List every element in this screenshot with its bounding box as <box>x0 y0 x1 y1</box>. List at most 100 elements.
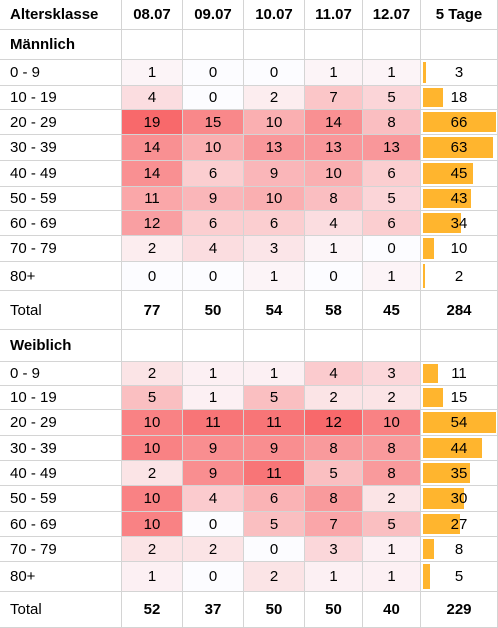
total-value: 58 <box>305 291 363 329</box>
empty-cell <box>122 330 183 361</box>
case-count-cell: 6 <box>183 161 244 186</box>
case-count-cell: 11 <box>244 461 305 485</box>
case-count-cell: 7 <box>305 512 363 536</box>
five-day-sum-value: 66 <box>450 113 468 131</box>
empty-cell <box>363 30 421 59</box>
case-count-cell: 2 <box>183 537 244 561</box>
case-count-cell: 13 <box>363 135 421 160</box>
case-count-cell: 9 <box>183 187 244 210</box>
table-row: 70 - 79 2 2 0 3 1 8 <box>0 537 498 562</box>
five-day-sum-cell: 34 <box>421 211 498 235</box>
case-count-cell: 11 <box>122 187 183 210</box>
sum-data-bar <box>423 514 460 534</box>
case-count-cell: 0 <box>183 262 244 290</box>
empty-cell <box>183 330 244 361</box>
table-row: 80+ 0 0 1 0 1 2 <box>0 262 498 291</box>
age-group-label: 70 - 79 <box>0 236 122 261</box>
sum-data-bar <box>423 264 426 288</box>
case-count-cell: 10 <box>305 161 363 186</box>
case-count-cell: 2 <box>363 386 421 409</box>
case-count-cell: 3 <box>244 236 305 261</box>
case-count-cell: 4 <box>122 86 183 109</box>
case-count-cell: 5 <box>363 187 421 210</box>
section-title: Weiblich <box>0 330 122 361</box>
total-value: 54 <box>244 291 305 329</box>
case-count-cell: 5 <box>244 512 305 536</box>
five-day-sum-value: 45 <box>450 165 468 182</box>
age-group-label: 10 - 19 <box>0 386 122 409</box>
table-row: 30 - 39 14 10 13 13 13 63 <box>0 135 498 161</box>
case-count-cell: 2 <box>244 86 305 109</box>
section-title-row: Weiblich <box>0 330 498 362</box>
case-count-cell: 1 <box>122 562 183 591</box>
sum-data-bar <box>423 137 493 158</box>
case-count-cell: 10 <box>122 486 183 511</box>
five-day-sum-cell: 43 <box>421 187 498 210</box>
header-row: Altersklasse 08.07 09.07 10.07 11.07 12.07 5 T… <box>0 0 498 30</box>
case-count-cell: 13 <box>244 135 305 160</box>
case-count-cell: 1 <box>305 236 363 261</box>
case-count-cell: 0 <box>122 262 183 290</box>
case-count-cell: 1 <box>244 362 305 385</box>
case-count-cell: 2 <box>244 562 305 591</box>
sum-data-bar <box>423 163 473 184</box>
header-date: 09.07 <box>183 0 244 29</box>
five-day-sum-cell: 66 <box>421 110 498 134</box>
five-day-sum-value: 2 <box>454 267 464 285</box>
five-day-sum-cell: 45 <box>421 161 498 186</box>
empty-cell <box>244 30 305 59</box>
age-group-label: 30 - 39 <box>0 135 122 160</box>
case-count-cell: 5 <box>122 386 183 409</box>
five-day-sum-cell: 44 <box>421 436 498 460</box>
five-day-sum-value: 63 <box>450 139 468 156</box>
five-day-sum-value: 30 <box>450 490 468 507</box>
case-count-cell: 6 <box>363 211 421 235</box>
case-count-cell: 0 <box>183 562 244 591</box>
header-age-class: Altersklasse <box>0 0 122 29</box>
age-group-label: 30 - 39 <box>0 436 122 460</box>
table-row: 0 - 9 2 1 1 4 3 11 <box>0 362 498 386</box>
case-count-cell: 0 <box>244 537 305 561</box>
age-group-label: 50 - 59 <box>0 486 122 511</box>
total-value: 77 <box>122 291 183 329</box>
table-row: 10 - 19 4 0 2 7 5 18 <box>0 86 498 110</box>
five-day-sum-value: 43 <box>450 190 468 207</box>
five-day-sum-value: 35 <box>450 464 468 482</box>
total-label: Total <box>0 592 122 627</box>
table-row: 50 - 59 10 4 6 8 2 30 <box>0 486 498 512</box>
table-row: 70 - 79 2 4 3 1 0 10 <box>0 236 498 262</box>
table-row: 30 - 39 10 9 9 8 8 44 <box>0 436 498 461</box>
case-count-cell: 4 <box>183 236 244 261</box>
header-date: 11.07 <box>305 0 363 29</box>
sum-data-bar <box>423 539 434 559</box>
case-count-cell: 6 <box>363 161 421 186</box>
sum-data-bar <box>423 364 438 383</box>
five-day-sum-cell: 18 <box>421 86 498 109</box>
sum-data-bar <box>423 88 443 107</box>
table-row: 20 - 29 19 15 10 14 8 66 <box>0 110 498 135</box>
case-count-cell: 12 <box>305 410 363 435</box>
case-count-cell: 10 <box>244 110 305 134</box>
total-value: 45 <box>363 291 421 329</box>
case-count-cell: 3 <box>305 537 363 561</box>
table-row: 60 - 69 12 6 6 4 6 34 <box>0 211 498 236</box>
age-group-label: 20 - 29 <box>0 110 122 134</box>
case-count-cell: 15 <box>183 110 244 134</box>
case-count-cell: 10 <box>122 512 183 536</box>
sum-data-bar <box>423 388 444 407</box>
case-count-cell: 2 <box>122 537 183 561</box>
case-count-cell: 4 <box>305 362 363 385</box>
five-day-sum-value: 27 <box>450 515 468 533</box>
header-date: 12.07 <box>363 0 421 29</box>
case-count-cell: 9 <box>183 461 244 485</box>
case-count-cell: 8 <box>363 461 421 485</box>
case-count-cell: 10 <box>244 187 305 210</box>
case-count-cell: 4 <box>183 486 244 511</box>
age-group-label: 50 - 59 <box>0 187 122 210</box>
header-sum: 5 Tage <box>421 0 498 29</box>
case-count-cell: 2 <box>122 362 183 385</box>
case-count-cell: 0 <box>183 60 244 85</box>
total-value: 37 <box>183 592 244 627</box>
case-count-cell: 9 <box>183 436 244 460</box>
